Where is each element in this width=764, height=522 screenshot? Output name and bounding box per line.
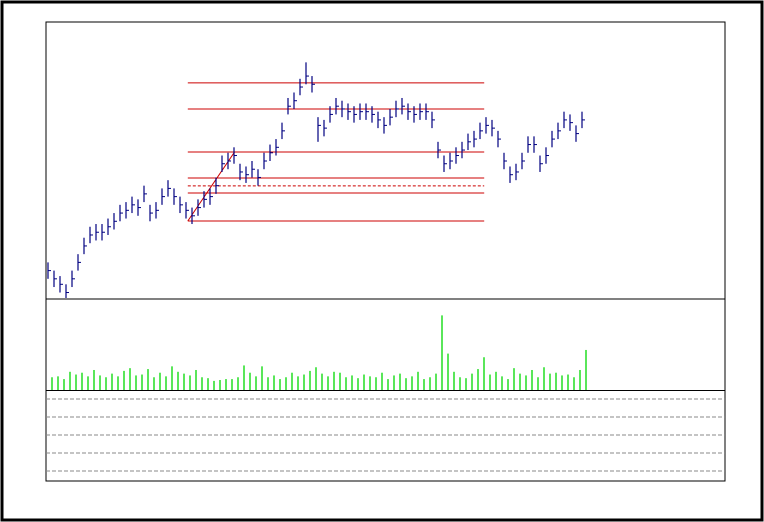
plot-area bbox=[45, 21, 726, 482]
trend-line bbox=[187, 151, 236, 222]
indicator-grid bbox=[46, 398, 725, 472]
